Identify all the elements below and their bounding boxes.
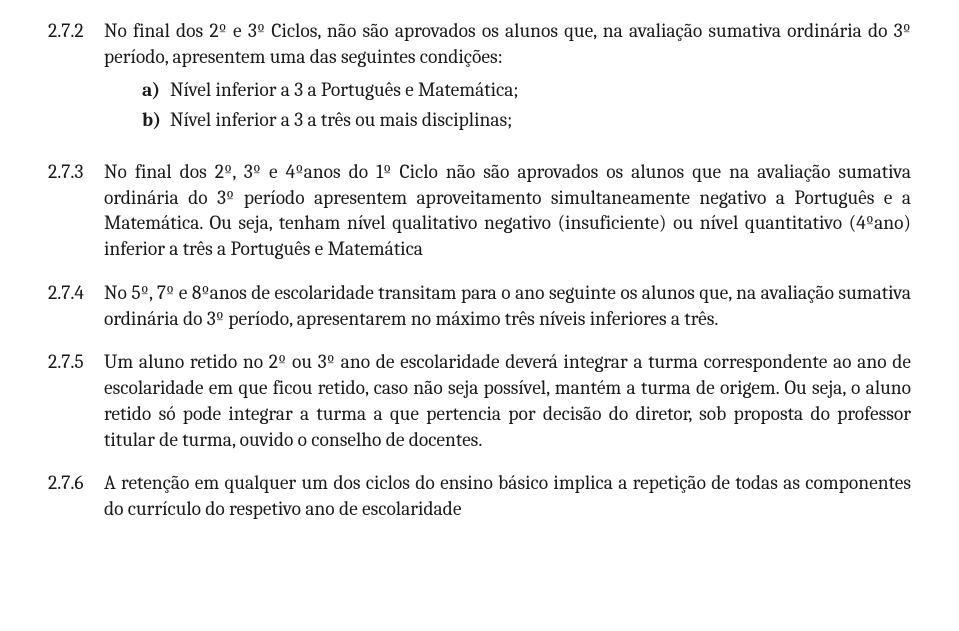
clause-number: 2.7.2	[48, 18, 104, 141]
document-page: 2.7.2 No final dos 2º e 3º Ciclos, não s…	[0, 0, 959, 568]
clause-2-7-4: 2.7.4 No 5º, 7º e 8ºanos de escolaridade…	[48, 280, 911, 331]
clause-text: Um aluno retido no 2º ou 3º ano de escol…	[104, 349, 911, 452]
sub-text: Nível inferior a 3 a Português e Matemát…	[170, 77, 911, 103]
sub-text: Nível inferior a 3 a três ou mais discip…	[170, 107, 911, 133]
clause-2-7-6: 2.7.6 A retenção em qualquer um dos cicl…	[48, 470, 911, 521]
clause-text: No final dos 2º e 3º Ciclos, não são apr…	[104, 19, 911, 68]
clause-body: No final dos 2º e 3º Ciclos, não são apr…	[104, 18, 911, 141]
sub-label: a)	[142, 77, 170, 103]
clause-number: 2.7.4	[48, 280, 104, 331]
clause-text: No final dos 2º, 3º e 4ºanos do 1º Ciclo…	[104, 159, 911, 262]
clause-2-7-5: 2.7.5 Um aluno retido no 2º ou 3º ano de…	[48, 349, 911, 452]
clause-number: 2.7.6	[48, 470, 104, 521]
clause-2-7-2: 2.7.2 No final dos 2º e 3º Ciclos, não s…	[48, 18, 911, 141]
clause-number: 2.7.5	[48, 349, 104, 452]
sub-item-a: a) Nível inferior a 3 a Português e Mate…	[142, 77, 911, 103]
sub-item-b: b) Nível inferior a 3 a três ou mais dis…	[142, 107, 911, 133]
clause-2-7-3: 2.7.3 No final dos 2º, 3º e 4ºanos do 1º…	[48, 159, 911, 262]
clause-number: 2.7.3	[48, 159, 104, 262]
clause-text: No 5º, 7º e 8ºanos de escolaridade trans…	[104, 280, 911, 331]
clause-text: A retenção em qualquer um dos ciclos do …	[104, 470, 911, 521]
sub-list: a) Nível inferior a 3 a Português e Mate…	[104, 77, 911, 132]
sub-label: b)	[142, 107, 170, 133]
